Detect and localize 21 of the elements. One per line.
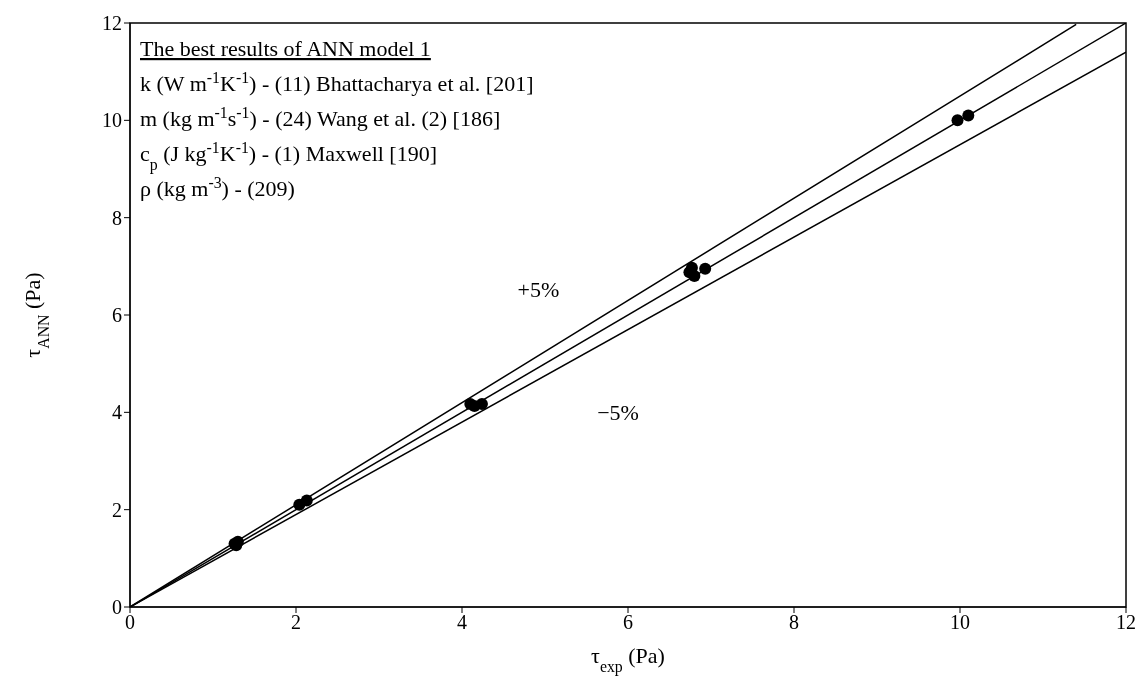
annotation: m (kg m$^{-1}$s$^{-1}$) - (24) Wang et al. (2) [186] [140,103,501,131]
annotation: ρ (kg m$^{-3}$) - (209) [140,173,295,201]
y-tick-label: 4 [112,401,122,424]
text: The best results of ANN model 1 [140,36,431,61]
x-tick-label: 4 [457,611,467,634]
y-tick-label: 2 [112,498,122,521]
x-tick-label: 8 [789,611,799,634]
x-tick-label: 6 [623,611,633,634]
x-tick-label: 12 [1116,611,1136,634]
annotation: c$_{p}$ (J kg$^{-1}$K$^{-1}$) - (1) Maxwell [190] [140,138,438,174]
y-tick-label: 10 [102,109,122,132]
y-tick-label: 12 [102,12,122,35]
y-tick-label: 6 [112,304,122,327]
x-axis-title: τ$_{exp}$ (Pa) [591,643,665,676]
y-tick-label: 8 [112,206,122,229]
x-tick-label: 2 [291,611,301,634]
annotation: +5% [517,277,560,303]
x-tick-label: 10 [950,611,970,634]
annotation: k (W m$^{-1}$K$^{-1}$) - (11) Bhattacharya et al. [201] [140,68,534,96]
annotation: −5% [597,400,639,426]
y-tick-label: 0 [112,596,122,619]
